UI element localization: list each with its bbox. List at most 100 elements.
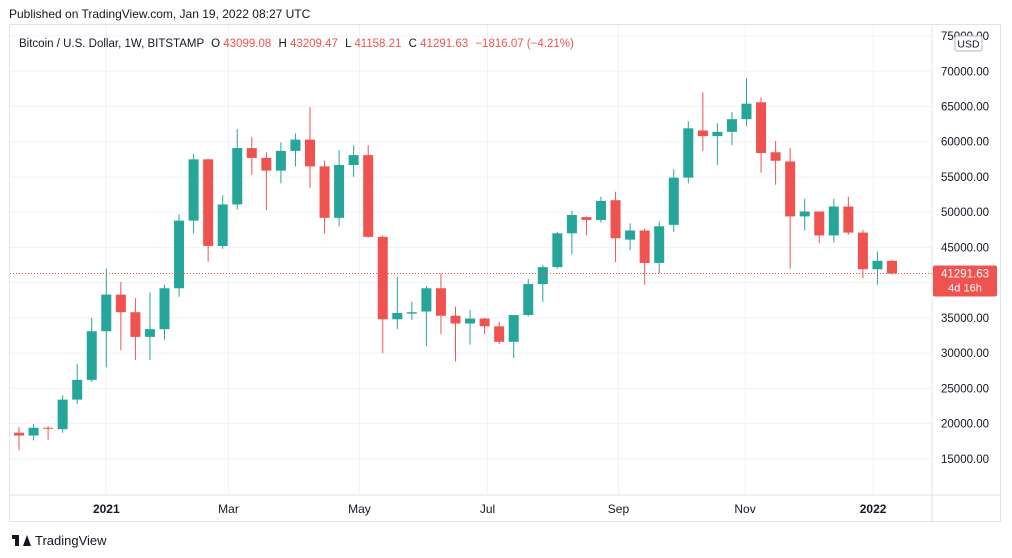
candle-body bbox=[28, 427, 39, 436]
currency-badge[interactable]: USD bbox=[954, 35, 983, 52]
brand-name: TradingView bbox=[35, 533, 107, 548]
legend-open-label: O bbox=[211, 38, 220, 50]
candle-body bbox=[552, 233, 563, 268]
candle-body bbox=[450, 315, 461, 324]
y-tick-label: 20000.00 bbox=[941, 419, 989, 431]
candle-body bbox=[596, 200, 606, 220]
x-tick-label: Sep bbox=[608, 502, 630, 516]
candle-body bbox=[188, 159, 199, 221]
candle-body bbox=[712, 131, 723, 137]
candle-body bbox=[523, 284, 534, 316]
legend-low: 41158.21 bbox=[354, 38, 401, 50]
candle-body bbox=[843, 206, 854, 233]
candle-body bbox=[43, 427, 54, 429]
candle-body bbox=[217, 204, 228, 246]
candle-body bbox=[756, 102, 767, 153]
legend-close-label: C bbox=[409, 38, 417, 50]
candle-body bbox=[159, 288, 170, 330]
svg-text:Bitcoin / U.S. Dollar, 1W, BIT: Bitcoin / U.S. Dollar, 1W, BITSTAMP O 43… bbox=[19, 38, 574, 50]
candle-body bbox=[290, 139, 301, 151]
candle-body bbox=[72, 379, 83, 400]
last-price-value: 41291.63 bbox=[941, 269, 989, 281]
x-tick-label: 2022 bbox=[860, 502, 887, 516]
candle-body bbox=[697, 130, 708, 137]
x-tick-label: May bbox=[348, 502, 371, 516]
candle-body bbox=[319, 166, 330, 218]
x-tick-label: Mar bbox=[218, 502, 239, 516]
candle-body bbox=[479, 318, 490, 327]
candle-body bbox=[785, 161, 796, 217]
candle-body bbox=[305, 139, 315, 167]
candle-body bbox=[275, 150, 286, 171]
published-caption: Published on TradingView.com, Jan 19, 20… bbox=[9, 7, 311, 21]
legend-open: 43099.08 bbox=[223, 38, 271, 50]
tradingview-footer[interactable]: TradingView bbox=[12, 533, 107, 548]
candle-body bbox=[101, 294, 112, 332]
candle-body bbox=[57, 399, 68, 430]
candle-body bbox=[261, 157, 272, 171]
currency-label: USD bbox=[957, 39, 980, 51]
candle-body bbox=[857, 232, 868, 270]
candle-body bbox=[770, 152, 781, 161]
candle-body bbox=[741, 103, 752, 120]
grid-lines bbox=[10, 25, 932, 494]
candles bbox=[14, 78, 897, 451]
tradingview-logo-icon bbox=[12, 535, 31, 546]
candle-body bbox=[14, 432, 24, 436]
candle-body bbox=[232, 148, 243, 205]
candle-body bbox=[334, 164, 345, 218]
y-tick-label: 25000.00 bbox=[941, 383, 989, 395]
legend-close: 41291.63 bbox=[420, 38, 468, 50]
candle-body bbox=[130, 312, 141, 337]
candle-body bbox=[581, 217, 592, 220]
chart-frame[interactable]: Bitcoin / U.S. Dollar, 1W, BITSTAMP O 43… bbox=[9, 24, 1001, 522]
y-tick-label: 55000.00 bbox=[941, 172, 989, 184]
candle-body bbox=[508, 315, 519, 342]
candle-body bbox=[887, 260, 897, 274]
candle-body bbox=[872, 260, 883, 270]
legend-high: 43209.47 bbox=[290, 38, 338, 50]
candle-body bbox=[115, 294, 126, 313]
candle-body bbox=[814, 211, 825, 236]
candle-body bbox=[828, 206, 839, 236]
candle-body bbox=[537, 267, 548, 285]
y-tick-label: 60000.00 bbox=[941, 137, 989, 149]
y-tick-label: 30000.00 bbox=[941, 348, 989, 360]
candle-body bbox=[174, 220, 185, 289]
candle-body bbox=[392, 312, 403, 320]
x-tick-label: Jul bbox=[480, 502, 495, 516]
candle-body bbox=[406, 312, 417, 314]
candle-body bbox=[668, 177, 679, 225]
y-tick-label: 15000.00 bbox=[941, 454, 989, 466]
candle-body bbox=[639, 230, 650, 263]
candle-body bbox=[421, 288, 432, 312]
candle-body bbox=[799, 211, 810, 217]
y-tick-label: 35000.00 bbox=[941, 313, 989, 325]
candlestick-chart[interactable]: Bitcoin / U.S. Dollar, 1W, BITSTAMP O 43… bbox=[10, 25, 1000, 521]
candle-body bbox=[683, 128, 694, 178]
candle-body bbox=[465, 318, 476, 324]
candle-body bbox=[86, 331, 97, 380]
candle-body bbox=[377, 236, 388, 320]
time-axis[interactable]: 2021 Mar May Jul Sep Nov 2022 bbox=[93, 502, 887, 516]
bar-countdown: 4d 16h bbox=[948, 283, 982, 295]
legend-symbol: Bitcoin / U.S. Dollar, 1W, BITSTAMP bbox=[19, 38, 204, 50]
candle-body bbox=[566, 215, 577, 234]
candle-body bbox=[494, 326, 505, 342]
candle-body bbox=[363, 155, 374, 237]
x-tick-label: 2021 bbox=[93, 502, 120, 516]
candle-body bbox=[435, 288, 446, 316]
legend-change: −1816.07 (−4.21%) bbox=[475, 38, 574, 50]
y-tick-label: 70000.00 bbox=[941, 66, 989, 78]
y-tick-label: 45000.00 bbox=[941, 242, 989, 254]
candle-body bbox=[625, 230, 636, 240]
legend-low-label: L bbox=[345, 38, 352, 50]
candle-body bbox=[203, 159, 214, 246]
last-price-tag: 41291.63 4d 16h bbox=[933, 265, 997, 297]
candle-body bbox=[144, 329, 155, 337]
x-tick-label: Nov bbox=[734, 502, 755, 516]
y-tick-label: 65000.00 bbox=[941, 102, 989, 114]
legend-high-label: H bbox=[278, 38, 286, 50]
candle-body bbox=[654, 226, 665, 263]
price-axis[interactable]: 15000.00 20000.00 25000.00 30000.00 35000.00… bbox=[941, 31, 989, 466]
